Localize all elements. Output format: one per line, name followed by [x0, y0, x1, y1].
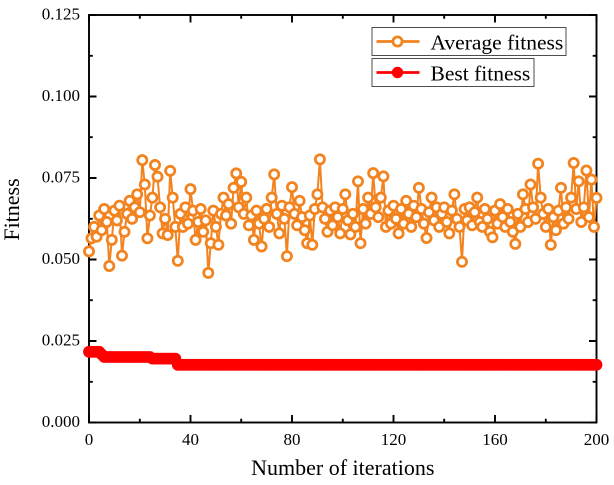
svg-text:0.100: 0.100: [42, 86, 80, 105]
svg-text:Number of iterations: Number of iterations: [251, 455, 434, 480]
svg-text:0.125: 0.125: [42, 5, 80, 24]
svg-text:0.025: 0.025: [42, 331, 80, 350]
svg-text:0.000: 0.000: [42, 412, 80, 431]
svg-text:0.075: 0.075: [42, 168, 80, 187]
svg-text:Fitness: Fitness: [0, 178, 24, 240]
svg-text:0.050: 0.050: [42, 249, 80, 268]
svg-text:Average fitness: Average fitness: [431, 31, 564, 55]
svg-text:Best fitness: Best fitness: [431, 62, 531, 86]
svg-text:0: 0: [85, 430, 94, 449]
svg-text:160: 160: [482, 430, 508, 449]
svg-text:200: 200: [584, 430, 610, 449]
svg-text:120: 120: [381, 430, 407, 449]
svg-text:40: 40: [182, 430, 199, 449]
svg-text:80: 80: [284, 430, 301, 449]
